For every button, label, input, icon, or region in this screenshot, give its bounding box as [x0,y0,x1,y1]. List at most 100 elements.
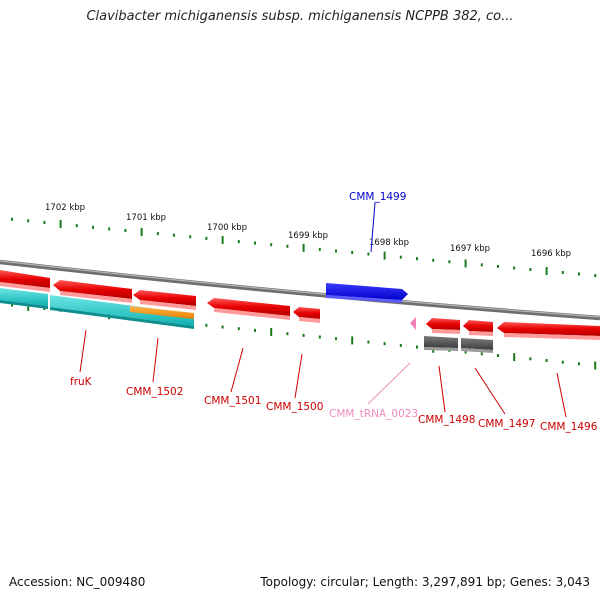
major-tick [351,336,354,345]
cds-arrow-cmm1500 [293,307,320,319]
scale-label-1701: 1701 kbp [126,213,166,223]
trna-marker[interactable] [410,317,416,330]
minor-tick [43,220,46,224]
major-tick [594,361,597,370]
scale-label-1700: 1700 kbp [207,223,247,233]
minor-tick [578,362,580,366]
minor-tick [11,303,13,307]
minor-tick [497,264,499,268]
scale-ticks-outer [11,217,597,278]
minor-tick [497,354,499,357]
minor-tick [254,328,256,332]
grey-feature-row[interactable] [424,336,493,353]
major-tick [59,220,62,228]
minor-tick [237,327,240,331]
minor-tick [335,249,337,253]
minor-tick [416,345,418,349]
gene-label-cmm-trna-0023[interactable]: CMM_tRNA_0023 [329,408,418,420]
major-tick [302,243,305,252]
minor-tick [545,359,548,362]
minor-tick [367,340,370,344]
cds-arrow-cmm1501a [133,290,196,306]
minor-tick [351,251,354,254]
cds-features[interactable] [0,270,600,340]
minor-tick [11,217,13,221]
minor-tick [237,240,240,244]
major-tick [140,228,143,236]
minor-tick [92,225,94,229]
map-title: Clavibacter michiganensis subsp. michiga… [86,9,514,24]
minor-tick [480,263,483,267]
major-tick [513,353,516,362]
minor-tick [561,271,564,274]
minor-tick [124,229,127,232]
minor-tick [254,241,256,245]
minor-tick [480,352,483,356]
rna-feature-row[interactable] [0,288,194,329]
minor-tick [383,342,386,346]
minor-tick [75,224,78,228]
gene-label-fruK[interactable]: fruK [70,376,93,388]
gene-label-cmm1501[interactable]: CMM_1501 [204,395,261,407]
minor-tick [416,257,418,261]
minor-tick [529,268,532,271]
scale-label-1696: 1696 kbp [531,249,571,259]
cds-arrow-cmm1498 [426,318,460,330]
label-leaders [79,202,567,418]
minor-tick [399,343,402,347]
minor-tick [335,337,337,341]
major-tick [464,259,467,268]
major-tick [383,251,386,260]
minor-tick [221,325,224,329]
scale-label-1697: 1697 kbp [450,244,490,254]
minor-tick [513,266,516,270]
minor-tick [367,252,370,256]
accession-label: Accession: NC_009480 [9,575,146,589]
minor-tick [578,272,580,276]
cds-arrow-cmm1501 [207,298,290,316]
topology-label: Topology: circular; Length: 3,297,891 bp… [260,575,590,589]
cds-arrow-cmm1496 [497,322,600,336]
minor-tick [432,258,435,262]
minor-tick [594,274,597,278]
minor-tick [529,357,532,361]
scale-label-1698: 1698 kbp [369,238,409,248]
minor-tick [561,360,564,364]
gene-label-cmm1500[interactable]: CMM_1500 [266,401,323,413]
minor-tick [108,227,111,231]
gene-label-cmm1497[interactable]: CMM_1497 [478,418,535,430]
cds-arrow-cmm1497 [463,320,493,332]
scale-label-1699: 1699 kbp [288,231,328,241]
minor-tick [189,235,192,239]
minor-tick [205,323,208,327]
minor-tick [464,350,467,354]
genome-backbone [0,259,600,321]
gene-label-cmm1498[interactable]: CMM_1498 [418,414,475,426]
major-tick [27,302,30,311]
gene-labels: fruK CMM_1502 CMM_1501 CMM_1500 CMM_1499… [70,191,598,433]
orange-feature[interactable] [130,306,194,319]
minor-tick [205,236,208,240]
minor-tick [286,244,289,248]
minor-tick [448,260,451,264]
gene-label-cmm1499[interactable]: CMM_1499 [349,191,406,203]
minor-tick [302,333,305,337]
minor-tick [156,232,159,236]
minor-tick [286,332,289,336]
minor-tick [173,233,175,237]
minor-tick [43,307,46,311]
major-tick [270,328,273,336]
minor-tick [270,243,273,247]
gene-label-cmm1496[interactable]: CMM_1496 [540,421,598,433]
cds-arrow-cmm1502 [53,280,132,299]
major-tick [221,236,224,244]
minor-tick [399,255,402,259]
scale-labels: 1702 kbp 1701 kbp 1700 kbp 1699 kbp 1698… [45,203,571,259]
gene-label-cmm1502[interactable]: CMM_1502 [126,386,183,398]
feature-cmm1499[interactable] [326,283,408,303]
major-tick [545,267,548,275]
minor-tick [27,219,30,223]
scale-label-1702: 1702 kbp [45,203,85,213]
minor-tick [318,335,321,339]
